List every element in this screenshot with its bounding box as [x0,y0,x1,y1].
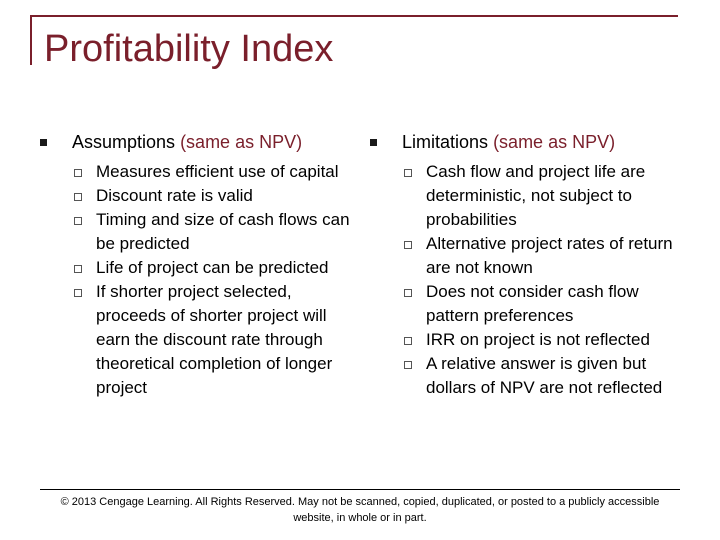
hollow-square-bullet-icon [74,289,82,297]
assumptions-list: Measures efficient use of capital Discou… [40,160,350,400]
list-item: IRR on project is not reflected [370,328,685,352]
filled-square-bullet-icon [370,139,377,146]
filled-square-bullet-icon [40,139,47,146]
list-item: Timing and size of cash flows can be pre… [40,208,350,256]
assumptions-heading: Assumptions (same as NPV) [40,130,350,160]
assumptions-column: Assumptions (same as NPV) Measures effic… [40,130,350,400]
title-frame-left-rule [30,15,32,65]
list-item: Life of project can be predicted [40,256,350,280]
limitations-list: Cash flow and project life are determini… [370,160,685,400]
limitations-column: Limitations (same as NPV) Cash flow and … [370,130,685,400]
footer-rule [40,489,680,490]
list-item: Alternative project rates of return are … [370,232,685,280]
hollow-square-bullet-icon [404,289,412,297]
list-item: A relative answer is given but dollars o… [370,352,685,400]
hollow-square-bullet-icon [404,241,412,249]
list-item: Measures efficient use of capital [40,160,350,184]
hollow-square-bullet-icon [74,217,82,225]
hollow-square-bullet-icon [404,337,412,345]
hollow-square-bullet-icon [404,169,412,177]
hollow-square-bullet-icon [74,169,82,177]
assumptions-heading-label: Assumptions [72,132,176,152]
list-item: Discount rate is valid [40,184,350,208]
list-item: If shorter project selected, proceeds of… [40,280,350,400]
hollow-square-bullet-icon [74,265,82,273]
limitations-heading-label: Limitations [402,132,489,152]
limitations-heading: Limitations (same as NPV) [370,130,685,160]
assumptions-heading-note: (same as NPV) [180,132,303,152]
limitations-heading-note: (same as NPV) [493,132,616,152]
list-item: Cash flow and project life are determini… [370,160,685,232]
hollow-square-bullet-icon [74,193,82,201]
title-frame-top-rule [30,15,678,17]
list-item: Does not consider cash flow pattern pref… [370,280,685,328]
slide-title: Profitability Index [44,28,334,70]
copyright-footer: © 2013 Cengage Learning. All Rights Rese… [60,496,660,524]
hollow-square-bullet-icon [404,361,412,369]
